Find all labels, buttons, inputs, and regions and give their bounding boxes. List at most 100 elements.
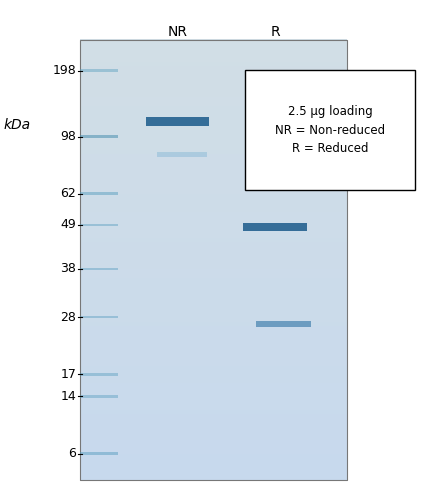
Bar [80,96,347,102]
Text: 28: 28 [60,310,76,324]
Bar [80,176,347,181]
Text: 62: 62 [60,188,76,200]
Bar [80,224,118,226]
Bar [80,40,347,44]
Bar [80,321,347,326]
Bar [80,338,347,344]
Bar [80,422,347,427]
Bar [80,395,118,398]
Bar [80,118,347,124]
Bar [80,387,347,392]
Bar [80,220,347,225]
Bar [80,128,347,132]
Bar [80,57,347,62]
Bar [157,152,207,157]
Bar [80,272,347,278]
Bar [80,79,347,84]
Bar [80,282,347,286]
Bar [80,453,347,458]
Bar [80,224,347,229]
Text: NR: NR [168,25,188,39]
Bar [80,184,347,190]
Bar [256,320,311,327]
Bar [80,400,347,405]
Bar [80,52,347,58]
Bar [80,409,347,414]
Bar [80,308,347,313]
Text: 6: 6 [68,447,76,460]
Bar [80,154,347,159]
Bar [80,136,347,141]
Bar [80,268,347,273]
Bar [80,246,347,251]
Text: 2.5 μg loading
NR = Non-reduced
R = Reduced: 2.5 μg loading NR = Non-reduced R = Redu… [275,104,385,156]
Bar [80,414,347,418]
Text: R: R [270,25,280,39]
Bar [80,316,347,322]
Bar [80,88,347,93]
Bar [80,180,347,185]
Bar [80,189,347,194]
Bar [80,466,347,471]
Bar [80,162,347,168]
Bar [80,444,347,449]
Bar [80,250,347,256]
Bar [80,202,347,207]
Bar [80,40,347,480]
Bar [80,167,347,172]
Bar [80,62,347,66]
Bar [80,326,347,330]
FancyBboxPatch shape [80,40,347,480]
Bar [80,370,347,374]
Text: 98: 98 [60,130,76,143]
Bar [80,158,347,163]
Bar [80,264,347,269]
Bar [80,206,347,212]
Bar [80,396,347,401]
Bar [80,431,347,436]
Text: 14: 14 [60,390,76,403]
Bar [80,106,347,110]
Bar [80,316,118,318]
Bar [243,223,307,231]
Bar [80,44,347,49]
Bar [80,228,347,234]
Bar [80,92,347,97]
Text: kDa: kDa [3,118,30,132]
Bar [80,365,347,370]
Bar [80,84,347,88]
Bar [80,48,347,53]
Bar [80,312,347,317]
Bar [80,352,347,357]
Bar [80,268,118,270]
Bar [80,360,347,366]
Bar [80,255,347,260]
Bar [80,286,347,291]
Bar [80,334,347,339]
Bar [80,145,347,150]
Bar [80,299,347,304]
Bar [80,216,347,220]
Bar [80,448,347,454]
Bar [80,192,118,196]
Bar [80,378,347,383]
Bar [80,418,347,423]
Bar [80,277,347,282]
Bar [80,426,347,432]
Bar [80,294,347,300]
Bar [80,462,347,467]
Bar [80,242,347,247]
Text: 198: 198 [52,64,76,78]
Bar [80,140,347,145]
Bar [80,343,347,348]
Bar [80,233,347,238]
Bar [80,70,118,72]
Bar [80,132,347,137]
Bar [80,374,347,379]
Bar [80,382,347,388]
Bar [80,172,347,176]
Bar [80,198,347,203]
Text: 49: 49 [60,218,76,232]
Bar [80,66,347,71]
Bar [80,458,347,462]
